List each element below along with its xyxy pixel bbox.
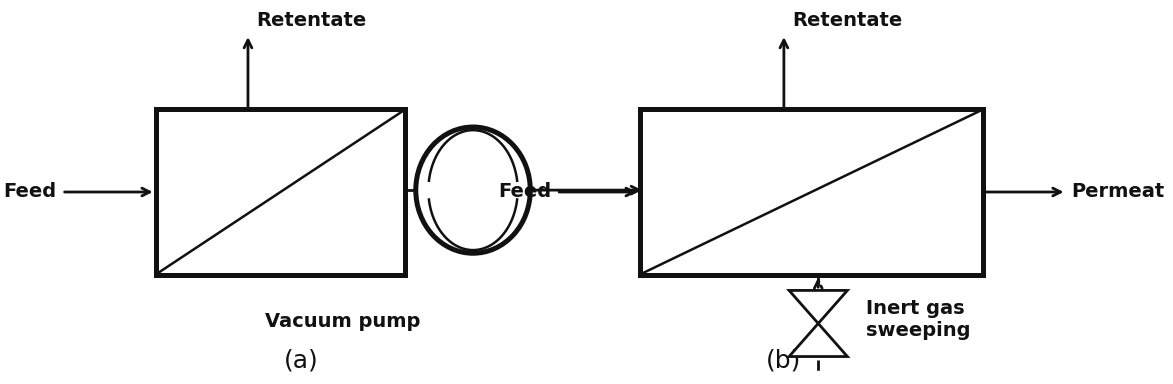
Text: Retentate: Retentate [256, 12, 366, 30]
Text: Retentate: Retentate [792, 12, 902, 30]
Text: Permeat: Permeat [1072, 182, 1165, 202]
Text: (b): (b) [766, 348, 801, 372]
Text: Inert gas
sweeping: Inert gas sweeping [866, 299, 970, 340]
Bar [156, 109, 406, 275]
Polygon shape [789, 323, 847, 356]
Text: Feed: Feed [499, 182, 551, 202]
Text: Permeat: Permeat [650, 180, 744, 200]
Text: (a): (a) [284, 348, 319, 372]
Text: Vacuum pump: Vacuum pump [265, 312, 421, 331]
Text: Feed: Feed [4, 182, 56, 202]
Ellipse shape [415, 127, 530, 253]
Polygon shape [789, 290, 847, 323]
Bar [639, 109, 983, 275]
